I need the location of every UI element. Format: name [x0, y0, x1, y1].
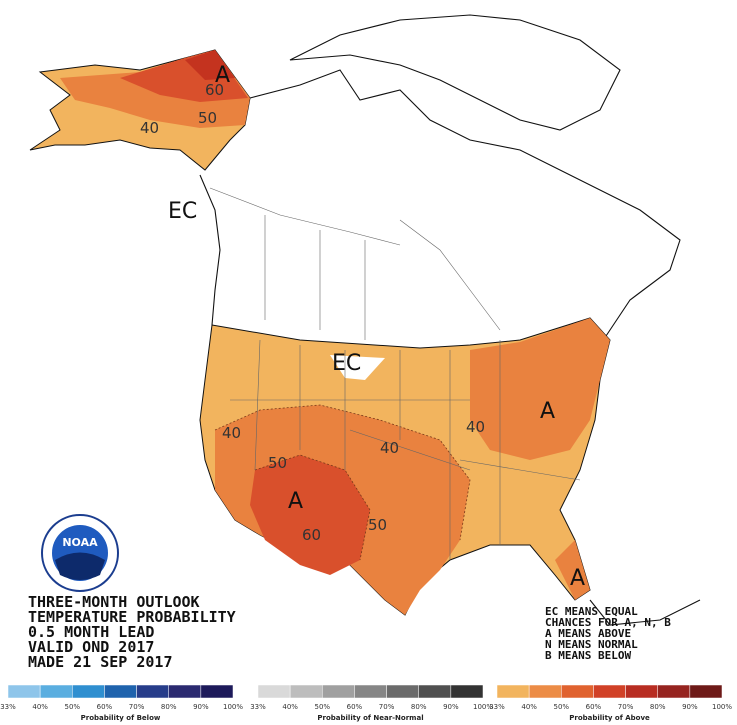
- color-swatch: [657, 684, 691, 699]
- map-label: 50: [268, 454, 287, 472]
- legend-note: CHANCES FOR A, N, B: [545, 616, 671, 629]
- logo-wave: [55, 552, 105, 580]
- color-tick: 60%: [347, 703, 363, 711]
- color-tick: 33%: [0, 703, 16, 711]
- map-label: A: [570, 566, 585, 591]
- legend-note: A MEANS ABOVE: [545, 627, 631, 640]
- greenland-islands: [289, 14, 621, 131]
- map-label: 40: [380, 439, 399, 457]
- west-coast: [199, 174, 221, 326]
- color-caption: Probability of Below: [81, 714, 161, 722]
- color-tick: 80%: [161, 703, 177, 711]
- color-swatch: [257, 684, 291, 699]
- color-swatch: [496, 684, 530, 699]
- map-label: 40: [140, 119, 159, 137]
- map-label: 40: [222, 424, 241, 442]
- legend-note: EC MEANS EQUAL: [545, 605, 638, 618]
- color-swatch: [386, 684, 419, 699]
- title-line: THREE-MONTH OUTLOOK: [28, 593, 200, 611]
- title-line: MADE 21 SEP 2017: [28, 653, 173, 671]
- logo-text: NOAA: [62, 536, 98, 549]
- color-swatch: [418, 684, 452, 699]
- color-tick: 33%: [489, 703, 505, 711]
- ec-bump: [330, 355, 385, 380]
- province-lines: [209, 187, 501, 340]
- legend-note: B MEANS BELOW: [545, 649, 631, 662]
- alaska-shade-70: [185, 50, 235, 80]
- map-label: 50: [368, 516, 387, 534]
- map-label: 50: [198, 109, 217, 127]
- color-tick: 70%: [129, 703, 145, 711]
- map-labels: A 60 50 40 EC EC 40 50 40 A 60 50 40 A A: [140, 63, 585, 591]
- color-tick: 60%: [586, 703, 602, 711]
- map-label: 60: [302, 526, 321, 544]
- northeast-shade-50: [470, 318, 610, 460]
- color-tick: 40%: [32, 703, 48, 711]
- color-swatch: [689, 684, 723, 699]
- map-label: A: [540, 399, 555, 424]
- color-swatch: [450, 684, 484, 699]
- color-tick: 100%: [223, 703, 243, 711]
- color-swatch: [7, 684, 41, 699]
- color-tick: 90%: [443, 703, 459, 711]
- map-label: A: [288, 489, 303, 514]
- color-tick: 50%: [315, 703, 331, 711]
- color-swatch: [39, 684, 73, 699]
- color-swatch: [625, 684, 658, 699]
- color-swatch: [561, 684, 594, 699]
- color-tick: 90%: [682, 703, 698, 711]
- color-tick: 100%: [473, 703, 493, 711]
- color-tick: 33%: [250, 703, 266, 711]
- southwest-shade-60: [250, 455, 370, 575]
- color-tick: 40%: [282, 703, 298, 711]
- canada-coast: [249, 69, 681, 361]
- map-label: A: [215, 63, 230, 88]
- noaa-logo: NOAA: [41, 514, 119, 592]
- title-line: VALID OND 2017: [28, 638, 154, 656]
- color-tick: 80%: [650, 703, 666, 711]
- caribbean: [589, 599, 701, 626]
- color-swatch: [136, 684, 169, 699]
- color-tick: 90%: [193, 703, 209, 711]
- color-swatch: [593, 684, 626, 699]
- color-caption: Probability of Near-Normal: [317, 714, 423, 722]
- florida-shade-50: [555, 540, 590, 600]
- color-tick: 100%: [712, 703, 732, 711]
- map-label: 60: [205, 81, 224, 99]
- color-swatch: [528, 684, 562, 699]
- map-label: 40: [466, 418, 485, 436]
- title-line: TEMPERATURE PROBABILITY: [28, 608, 236, 626]
- title-line: 0.5 MONTH LEAD: [28, 623, 154, 641]
- color-tick: 50%: [554, 703, 570, 711]
- color-tick: 70%: [379, 703, 395, 711]
- color-swatch: [200, 684, 234, 699]
- contours: [214, 404, 471, 561]
- color-swatch: [168, 684, 202, 699]
- legend-note: N MEANS NORMAL: [545, 638, 638, 651]
- color-tick: 80%: [411, 703, 427, 711]
- color-tick: 50%: [65, 703, 81, 711]
- map-label: EC: [168, 199, 197, 224]
- color-swatch: [104, 684, 137, 699]
- color-bars: 33% 40% 50% 60% 70% 80% 90% 100% Probability of …: [0, 684, 732, 722]
- color-caption: Probability of Above: [569, 714, 650, 722]
- map: [29, 14, 701, 626]
- color-swatch: [354, 684, 387, 699]
- color-tick: 60%: [97, 703, 113, 711]
- map-label: EC: [332, 351, 361, 376]
- color-tick: 70%: [618, 703, 634, 711]
- state-lines: [230, 339, 581, 560]
- color-tick: 40%: [521, 703, 537, 711]
- color-swatch: [289, 684, 323, 699]
- color-swatch: [322, 684, 355, 699]
- color-swatch: [72, 684, 105, 699]
